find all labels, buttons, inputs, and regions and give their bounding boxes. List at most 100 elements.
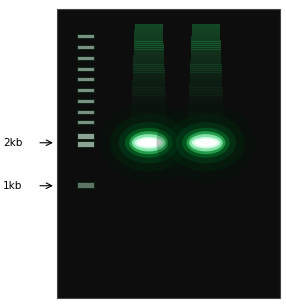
Bar (130, 128, 167, 130)
Bar (191, 36, 221, 38)
Ellipse shape (125, 128, 172, 158)
Bar (133, 70, 165, 72)
Bar (190, 59, 221, 61)
Bar (190, 76, 222, 78)
Bar (190, 63, 221, 65)
Bar (132, 93, 166, 95)
Bar (132, 80, 165, 82)
Bar (134, 53, 164, 55)
Bar (134, 37, 163, 40)
Bar (132, 89, 165, 92)
Bar (77, 99, 95, 104)
Bar (77, 56, 95, 61)
Bar (78, 78, 94, 81)
Bar (78, 111, 94, 114)
Bar (77, 77, 95, 82)
Ellipse shape (176, 122, 236, 163)
Bar (188, 112, 223, 115)
Ellipse shape (182, 128, 230, 158)
Bar (191, 41, 221, 44)
Bar (190, 57, 221, 59)
Bar (131, 114, 166, 117)
Bar (132, 101, 166, 103)
Bar (190, 78, 222, 80)
Bar (188, 114, 224, 117)
Ellipse shape (189, 134, 223, 151)
Ellipse shape (99, 103, 198, 183)
Bar (133, 74, 165, 76)
Bar (188, 130, 224, 132)
Bar (78, 121, 94, 124)
Bar (192, 24, 220, 26)
Bar (192, 32, 220, 34)
Bar (188, 126, 224, 128)
Bar (78, 46, 94, 49)
Bar (133, 66, 164, 69)
Bar (134, 45, 164, 48)
Bar (191, 40, 221, 42)
Bar (189, 86, 223, 88)
Bar (132, 97, 166, 99)
Ellipse shape (186, 131, 225, 154)
Bar (190, 68, 222, 71)
Bar (191, 49, 221, 51)
Bar (135, 24, 163, 26)
Ellipse shape (132, 134, 166, 151)
Ellipse shape (110, 114, 188, 172)
Bar (134, 36, 163, 38)
Bar (78, 89, 94, 92)
Bar (78, 68, 94, 71)
Bar (188, 118, 224, 120)
Bar (134, 41, 163, 44)
Bar (132, 84, 165, 86)
Bar (190, 74, 222, 76)
Ellipse shape (129, 131, 168, 154)
Bar (192, 30, 220, 32)
Bar (133, 76, 165, 78)
Bar (189, 89, 223, 92)
Bar (190, 64, 222, 67)
Bar (133, 64, 164, 67)
Bar (131, 109, 166, 111)
Bar (134, 51, 164, 53)
Bar (134, 30, 163, 32)
Ellipse shape (192, 137, 220, 149)
Bar (78, 57, 94, 60)
Bar (133, 60, 164, 63)
Bar (133, 68, 164, 71)
Ellipse shape (119, 122, 179, 163)
Bar (189, 101, 223, 103)
Bar (192, 26, 220, 29)
Bar (188, 120, 224, 122)
Bar (131, 116, 166, 119)
Bar (132, 105, 166, 107)
Bar (190, 72, 222, 74)
Bar (188, 109, 223, 111)
Bar (131, 107, 166, 109)
Bar (78, 142, 94, 147)
Bar (187, 135, 225, 138)
Bar (133, 57, 164, 59)
Text: 1kb: 1kb (3, 181, 22, 191)
Bar (133, 72, 165, 74)
Bar (78, 100, 94, 103)
Bar (189, 93, 223, 95)
Bar (130, 132, 167, 134)
Bar (132, 99, 166, 101)
Bar (189, 91, 223, 94)
Bar (131, 112, 166, 115)
Bar (132, 95, 166, 98)
Bar (77, 45, 95, 50)
Bar (77, 67, 95, 72)
Bar (191, 47, 221, 49)
Bar (188, 116, 224, 119)
Bar (57, 9, 280, 298)
Bar (132, 91, 165, 94)
Bar (77, 141, 95, 148)
Bar (77, 34, 95, 39)
Bar (77, 110, 95, 115)
Bar (188, 107, 223, 109)
Bar (78, 183, 94, 188)
Bar (191, 53, 221, 55)
Bar (134, 47, 164, 49)
